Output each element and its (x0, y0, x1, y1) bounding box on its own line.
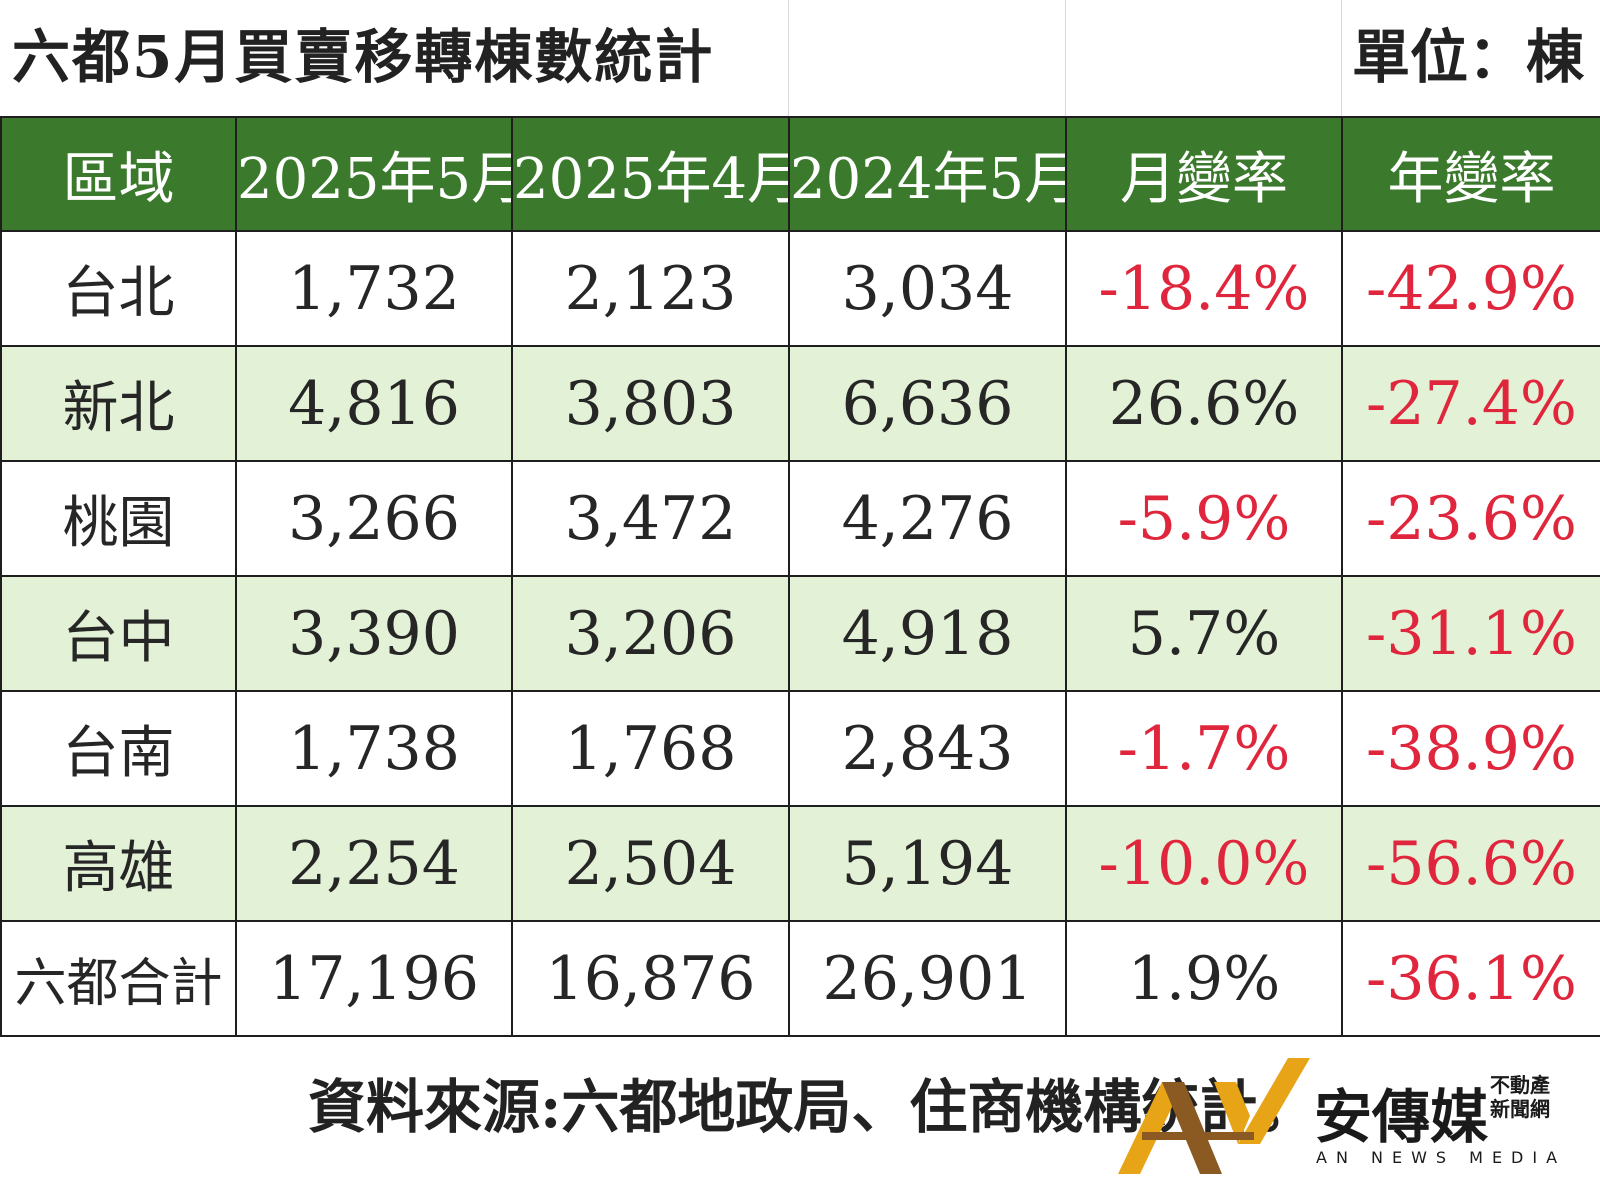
logo-sub-line2: 新聞網 (1490, 1097, 1550, 1121)
cell-may-2025: 2,254 (235, 805, 513, 922)
an-news-media-logo: 安傳媒 不動產 新聞網 AN NEWS MEDIA (1118, 1052, 1598, 1174)
chart-title: 六都5月買賣移轉棟數統計 (12, 23, 715, 91)
cell-mom: -10.0% (1065, 805, 1343, 922)
table-row-total: 六都合計 17,196 16,876 26,901 1.9% -36.1% (0, 920, 1600, 1037)
cell-yoy: -56.6% (1341, 805, 1600, 922)
cell-may-2024: 3,034 (788, 230, 1067, 347)
cell-region: 台北 (0, 230, 237, 347)
an-logo-mark-icon (1118, 1058, 1310, 1174)
table-row: 高雄 2,254 2,504 5,194 -10.0% -56.6% (0, 805, 1600, 922)
header-yoy: 年變率 (1341, 116, 1600, 232)
cell-region: 六都合計 (0, 920, 237, 1037)
table-row: 桃園 3,266 3,472 4,276 -5.9% -23.6% (0, 460, 1600, 577)
logo-name-en: AN NEWS MEDIA (1316, 1148, 1567, 1167)
header-mom: 月變率 (1065, 116, 1343, 232)
cell-apr-2025: 16,876 (511, 920, 790, 1037)
cell-region: 桃園 (0, 460, 237, 577)
cell-yoy: -38.9% (1341, 690, 1600, 807)
table-row: 台北 1,732 2,123 3,034 -18.4% -42.9% (0, 230, 1600, 347)
header-may-2024: 2024年5月 (788, 116, 1067, 232)
table-row: 新北 4,816 3,803 6,636 26.6% -27.4% (0, 345, 1600, 462)
header-may-2025: 2025年5月 (235, 116, 513, 232)
cell-may-2025: 4,816 (235, 345, 513, 462)
header-row: 區域 2025年5月 2025年4月 2024年5月 月變率 年變率 (0, 116, 1600, 232)
cell-may-2025: 3,266 (235, 460, 513, 577)
cell-yoy: -42.9% (1341, 230, 1600, 347)
data-table: 區域 2025年5月 2025年4月 2024年5月 月變率 年變率 台北 1,7… (0, 116, 1600, 1037)
title-row: 六都5月買賣移轉棟數統計 單位：棟 (0, 0, 1600, 116)
logo-name-zh: 安傳媒 (1314, 1083, 1489, 1151)
logo-sub-line1: 不動產 (1490, 1073, 1550, 1097)
cell-apr-2025: 1,768 (511, 690, 790, 807)
unit-label: 單位：棟 (1351, 23, 1584, 91)
title-divider (1341, 0, 1342, 116)
cell-yoy: -36.1% (1341, 920, 1600, 1037)
cell-region: 台南 (0, 690, 237, 807)
cell-apr-2025: 3,472 (511, 460, 790, 577)
cell-yoy: -23.6% (1341, 460, 1600, 577)
cell-mom: -5.9% (1065, 460, 1343, 577)
cell-may-2024: 4,276 (788, 460, 1067, 577)
table-body: 台北 1,732 2,123 3,034 -18.4% -42.9% 新北 4,816 3,80… (0, 230, 1600, 1037)
cell-may-2025: 1,738 (235, 690, 513, 807)
cell-may-2025: 3,390 (235, 575, 513, 692)
cell-region: 高雄 (0, 805, 237, 922)
cell-mom: 26.6% (1065, 345, 1343, 462)
cell-mom: -18.4% (1065, 230, 1343, 347)
cell-may-2024: 26,901 (788, 920, 1067, 1037)
cell-region: 新北 (0, 345, 237, 462)
cell-may-2024: 4,918 (788, 575, 1067, 692)
cell-may-2025: 1,732 (235, 230, 513, 347)
table-row: 台中 3,390 3,206 4,918 5.7% -31.1% (0, 575, 1600, 692)
header-region: 區域 (0, 116, 237, 232)
cell-apr-2025: 2,123 (511, 230, 790, 347)
cell-apr-2025: 3,803 (511, 345, 790, 462)
cell-yoy: -27.4% (1341, 345, 1600, 462)
cell-yoy: -31.1% (1341, 575, 1600, 692)
cell-may-2024: 5,194 (788, 805, 1067, 922)
cell-may-2025: 17,196 (235, 920, 513, 1037)
cell-may-2024: 2,843 (788, 690, 1067, 807)
cell-apr-2025: 3,206 (511, 575, 790, 692)
title-divider (788, 0, 789, 116)
table-row: 台南 1,738 1,768 2,843 -1.7% -38.9% (0, 690, 1600, 807)
cell-may-2024: 6,636 (788, 345, 1067, 462)
title-divider (1065, 0, 1066, 116)
cell-mom: -1.7% (1065, 690, 1343, 807)
cell-apr-2025: 2,504 (511, 805, 790, 922)
cell-mom: 1.9% (1065, 920, 1343, 1037)
cell-region: 台中 (0, 575, 237, 692)
header-apr-2025: 2025年4月 (511, 116, 790, 232)
cell-mom: 5.7% (1065, 575, 1343, 692)
